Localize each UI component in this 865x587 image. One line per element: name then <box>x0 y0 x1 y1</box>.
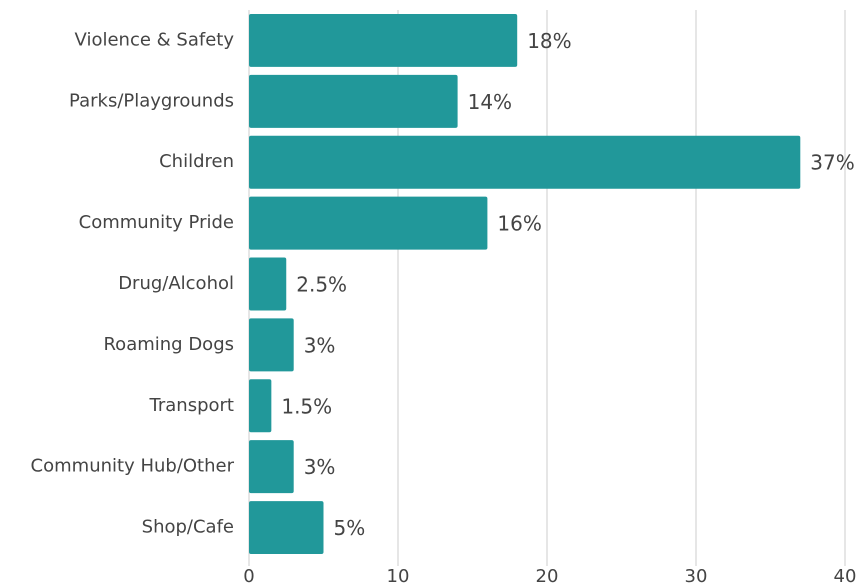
y-tick-label: Parks/Playgrounds <box>69 90 234 111</box>
data-label: 18% <box>527 29 571 53</box>
bar <box>249 257 287 311</box>
bar <box>249 501 324 555</box>
x-tick-label: 0 <box>243 566 254 587</box>
data-label: 16% <box>497 212 541 236</box>
data-label: 5% <box>334 516 366 540</box>
bar <box>249 318 294 372</box>
data-label: 1.5% <box>281 394 332 418</box>
data-label: 3% <box>304 455 336 479</box>
x-tick-label: 30 <box>685 566 708 587</box>
y-tick-label: Community Hub/Other <box>31 456 235 477</box>
data-label: 37% <box>810 151 854 175</box>
y-tick-label: Children <box>159 151 234 172</box>
y-tick-label: Shop/Cafe <box>142 517 234 538</box>
y-tick-label: Community Pride <box>79 212 234 233</box>
bar <box>249 196 488 250</box>
bar <box>249 379 272 433</box>
y-tick-label: Roaming Dogs <box>103 334 234 355</box>
y-tick-label: Drug/Alcohol <box>118 273 234 294</box>
bar <box>249 440 294 494</box>
y-tick-label: Violence & Safety <box>75 29 235 50</box>
x-tick-label: 10 <box>387 566 410 587</box>
x-tick-label: 40 <box>834 566 857 587</box>
data-label: 3% <box>304 333 336 357</box>
bar <box>249 13 518 67</box>
bar <box>249 74 458 128</box>
y-tick-label: Transport <box>149 395 234 416</box>
bar <box>249 135 801 189</box>
x-tick-label: 20 <box>536 566 559 587</box>
data-label: 14% <box>468 90 512 114</box>
data-label: 2.5% <box>296 273 347 297</box>
